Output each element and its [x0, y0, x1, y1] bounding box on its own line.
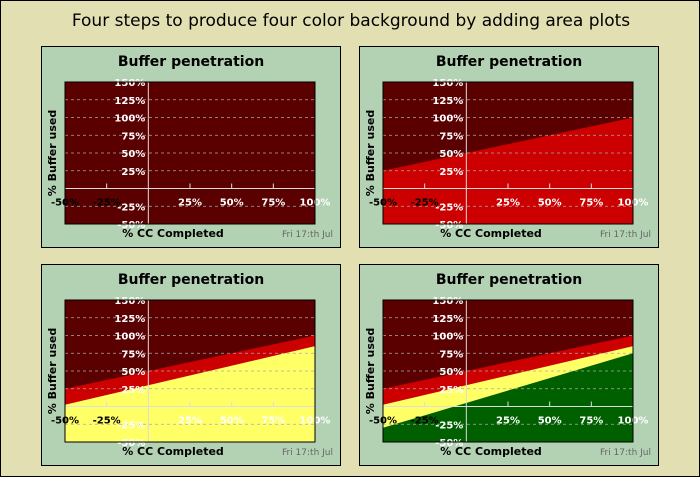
x-tick-label: 75%: [579, 198, 603, 209]
y-tick-label: -25%: [117, 420, 145, 431]
x-tick-label: 25%: [496, 198, 520, 209]
y-tick-label: 125%: [432, 314, 463, 325]
x-tick-label: -25%: [411, 198, 439, 209]
x-tick-label: -25%: [93, 198, 121, 209]
y-tick-label: 50%: [439, 367, 463, 378]
y-tick-label: 100%: [114, 114, 145, 125]
y-tick-label: -50%: [117, 220, 145, 231]
area-series-green: [383, 353, 633, 442]
area-series-red: [383, 117, 633, 224]
plot-frame: [382, 299, 634, 443]
y-tick-label: -25%: [435, 420, 463, 431]
chart-title: Buffer penetration: [118, 272, 264, 288]
plot-frame: [64, 299, 316, 443]
y-tick-label: 150%: [432, 78, 463, 89]
x-tick-label: 75%: [579, 416, 603, 427]
y-tick-label: 50%: [121, 149, 145, 160]
y-tick-label: 25%: [121, 167, 145, 178]
plot-background: [65, 82, 315, 224]
x-axis-label: % CC Completed: [122, 227, 224, 240]
area-series-yellow: [65, 346, 315, 442]
y-tick-label: 75%: [439, 349, 463, 360]
x-axis-label: % CC Completed: [122, 445, 224, 458]
y-tick-label: 125%: [114, 96, 145, 107]
y-tick-label: 150%: [114, 78, 145, 89]
x-tick-label: 25%: [178, 416, 202, 427]
main-title: Four steps to produce four color backgro…: [71, 11, 631, 31]
y-tick-label: 100%: [432, 114, 463, 125]
chart-3: Buffer penetration -50% -25% 25% 50% 75% 100% 1…: [41, 264, 341, 466]
y-tick-label: 75%: [439, 131, 463, 142]
footer-date: Fri 17:th Jul: [282, 230, 333, 240]
y-axis-label: % Buffer used: [46, 110, 59, 196]
y-tick-label: -25%: [435, 202, 463, 213]
footer-date: Fri 17:th Jul: [282, 448, 333, 458]
footer-date: Fri 17:th Jul: [600, 230, 651, 240]
y-axis-label: % Buffer used: [364, 328, 377, 414]
y-tick-label: 150%: [114, 296, 145, 307]
x-tick-label: 50%: [538, 416, 562, 427]
chart-1: Buffer penetration -50% -25% 25% 50% 75% 100% 1…: [41, 46, 341, 248]
y-tick-label: 100%: [432, 332, 463, 343]
panel-4: Buffer penetration -50% -25% 25% 50% 75% 100% 1…: [359, 264, 659, 466]
x-tick-label: 50%: [538, 198, 562, 209]
y-tick-label: 25%: [439, 385, 463, 396]
chart-title: Buffer penetration: [118, 54, 264, 70]
x-tick-label: 25%: [178, 198, 202, 209]
y-tick-label: -50%: [435, 220, 463, 231]
y-tick-label: 50%: [121, 367, 145, 378]
plot-frame: [64, 81, 316, 225]
y-tick-label: 25%: [121, 385, 145, 396]
x-tick-label: 75%: [261, 198, 285, 209]
panel-1: Buffer penetration -50% -25% 25% 50% 75% 100% 1…: [41, 46, 341, 248]
x-axis-label: % CC Completed: [440, 445, 542, 458]
chart-4: Buffer penetration -50% -25% 25% 50% 75% 100% 1…: [359, 264, 659, 466]
x-axis-label: % CC Completed: [440, 227, 542, 240]
y-tick-label: 25%: [439, 167, 463, 178]
x-tick-label: 25%: [496, 416, 520, 427]
y-tick-label: 125%: [432, 96, 463, 107]
y-tick-label: 50%: [439, 149, 463, 160]
chart-title: Buffer penetration: [436, 54, 582, 70]
y-axis-label: % Buffer used: [46, 328, 59, 414]
x-tick-label: 50%: [220, 416, 244, 427]
y-tick-label: 75%: [121, 131, 145, 142]
chart-2: Buffer penetration -50% -25% 25% 50% 75% 100% 1…: [359, 46, 659, 248]
y-tick-label: -50%: [117, 438, 145, 449]
x-tick-label: 50%: [220, 198, 244, 209]
y-tick-label: -50%: [435, 438, 463, 449]
x-tick-label: -25%: [411, 416, 439, 427]
x-tick-label: -25%: [93, 416, 121, 427]
x-tick-label: 75%: [261, 416, 285, 427]
y-tick-label: -25%: [117, 202, 145, 213]
y-tick-label: 75%: [121, 349, 145, 360]
panel-3: Buffer penetration -50% -25% 25% 50% 75% 100% 1…: [41, 264, 341, 466]
y-axis-label: % Buffer used: [364, 110, 377, 196]
chart-title: Buffer penetration: [436, 272, 582, 288]
y-tick-label: 125%: [114, 314, 145, 325]
y-tick-label: 150%: [432, 296, 463, 307]
plot-frame: [382, 81, 634, 225]
footer-date: Fri 17:th Jul: [600, 448, 651, 458]
panel-2: Buffer penetration -50% -25% 25% 50% 75% 100% 1…: [359, 46, 659, 248]
y-tick-label: 100%: [114, 332, 145, 343]
